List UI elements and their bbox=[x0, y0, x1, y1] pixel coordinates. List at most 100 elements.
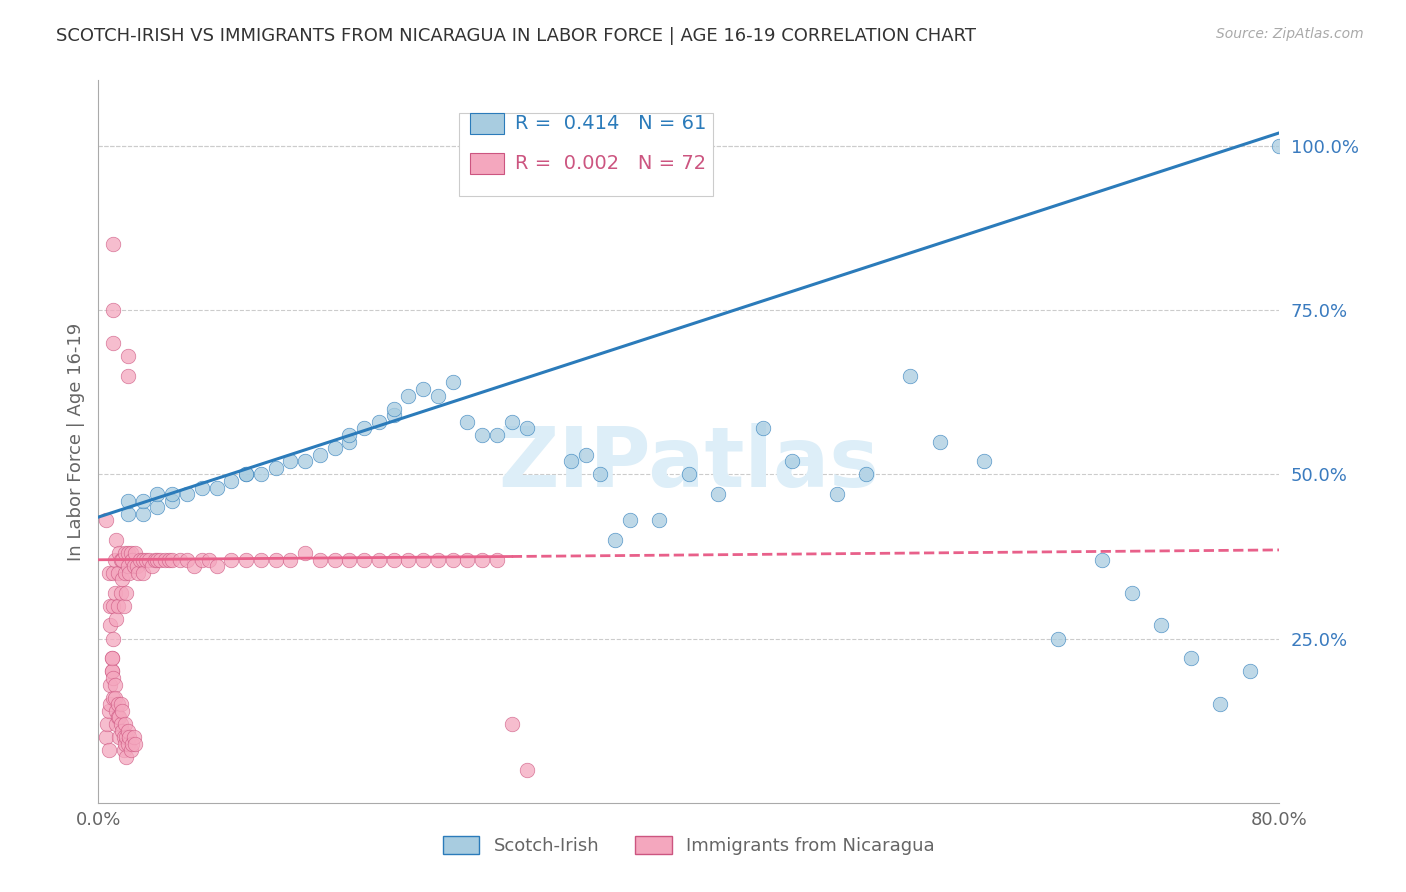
Point bbox=[108, 730, 131, 744]
Point bbox=[1209, 698, 1232, 712]
Point bbox=[104, 553, 127, 567]
Point bbox=[117, 559, 139, 574]
Point bbox=[412, 382, 434, 396]
Point bbox=[103, 237, 125, 252]
Point bbox=[501, 717, 523, 731]
Point bbox=[264, 460, 287, 475]
Point bbox=[103, 303, 125, 318]
Point bbox=[128, 553, 150, 567]
Point bbox=[110, 717, 132, 731]
Point bbox=[427, 388, 450, 402]
Point bbox=[117, 493, 139, 508]
Point bbox=[97, 704, 120, 718]
Point bbox=[125, 559, 148, 574]
Point bbox=[309, 448, 332, 462]
Point bbox=[973, 454, 995, 468]
Point bbox=[619, 513, 641, 527]
Point bbox=[117, 368, 139, 383]
Point bbox=[169, 553, 191, 567]
Point bbox=[900, 368, 922, 383]
Point bbox=[100, 665, 122, 679]
Point bbox=[97, 566, 120, 580]
Point bbox=[162, 493, 183, 508]
Text: Source: ZipAtlas.com: Source: ZipAtlas.com bbox=[1216, 27, 1364, 41]
Point bbox=[146, 487, 169, 501]
Point bbox=[235, 553, 257, 567]
Point bbox=[114, 546, 136, 560]
Point bbox=[111, 573, 134, 587]
Point bbox=[176, 487, 198, 501]
Point bbox=[339, 553, 361, 567]
Point bbox=[235, 467, 257, 482]
Point bbox=[191, 553, 214, 567]
Point bbox=[855, 467, 877, 482]
Point bbox=[100, 651, 122, 665]
Point bbox=[115, 749, 138, 764]
Point bbox=[117, 349, 139, 363]
Point bbox=[457, 415, 479, 429]
Point bbox=[132, 566, 155, 580]
Point bbox=[368, 553, 391, 567]
Point bbox=[141, 559, 163, 574]
Point bbox=[441, 553, 464, 567]
Point bbox=[132, 493, 155, 508]
Point bbox=[1046, 632, 1070, 646]
Point bbox=[132, 553, 155, 567]
Point bbox=[560, 454, 582, 468]
Point bbox=[153, 553, 176, 567]
Point bbox=[122, 730, 145, 744]
Point bbox=[111, 723, 134, 738]
Point bbox=[107, 710, 129, 724]
Point bbox=[198, 553, 221, 567]
Point bbox=[96, 717, 118, 731]
Point bbox=[103, 336, 125, 351]
Point bbox=[117, 737, 139, 751]
Point bbox=[103, 690, 125, 705]
Point bbox=[105, 704, 128, 718]
Point bbox=[221, 474, 243, 488]
Text: R =  0.002   N = 72: R = 0.002 N = 72 bbox=[516, 153, 706, 173]
Point bbox=[114, 717, 136, 731]
FancyBboxPatch shape bbox=[458, 112, 713, 196]
Point bbox=[108, 546, 131, 560]
Point bbox=[118, 566, 141, 580]
Point bbox=[100, 665, 122, 679]
Point bbox=[149, 553, 172, 567]
Point bbox=[648, 513, 671, 527]
Point bbox=[221, 553, 243, 567]
Point bbox=[323, 441, 346, 455]
Point bbox=[752, 421, 775, 435]
Text: SCOTCH-IRISH VS IMMIGRANTS FROM NICARAGUA IN LABOR FORCE | AGE 16-19 CORRELATION: SCOTCH-IRISH VS IMMIGRANTS FROM NICARAGU… bbox=[56, 27, 976, 45]
Point bbox=[516, 763, 538, 777]
Point bbox=[104, 690, 127, 705]
Point bbox=[323, 553, 346, 567]
Point bbox=[138, 553, 160, 567]
Point bbox=[1180, 651, 1202, 665]
Legend: Scotch-Irish, Immigrants from Nicaragua: Scotch-Irish, Immigrants from Nicaragua bbox=[436, 829, 942, 863]
Point bbox=[157, 553, 180, 567]
Point bbox=[146, 500, 169, 515]
Point bbox=[105, 717, 128, 731]
Point bbox=[127, 566, 149, 580]
Point bbox=[575, 448, 598, 462]
Point bbox=[110, 698, 132, 712]
Point bbox=[1091, 553, 1114, 567]
Point bbox=[589, 467, 612, 482]
Point bbox=[111, 704, 134, 718]
Point bbox=[120, 743, 142, 757]
Point bbox=[1239, 665, 1261, 679]
Point bbox=[457, 553, 479, 567]
Point bbox=[250, 553, 273, 567]
Point bbox=[107, 566, 129, 580]
Point bbox=[294, 454, 316, 468]
Text: ZIPatlas: ZIPatlas bbox=[499, 423, 879, 504]
Point bbox=[97, 743, 120, 757]
Point bbox=[398, 388, 420, 402]
Point bbox=[382, 553, 405, 567]
Point bbox=[117, 507, 139, 521]
Point bbox=[205, 481, 228, 495]
Y-axis label: In Labor Force | Age 16-19: In Labor Force | Age 16-19 bbox=[66, 322, 84, 561]
Point bbox=[250, 467, 273, 482]
Point bbox=[98, 677, 121, 691]
Point bbox=[117, 723, 139, 738]
